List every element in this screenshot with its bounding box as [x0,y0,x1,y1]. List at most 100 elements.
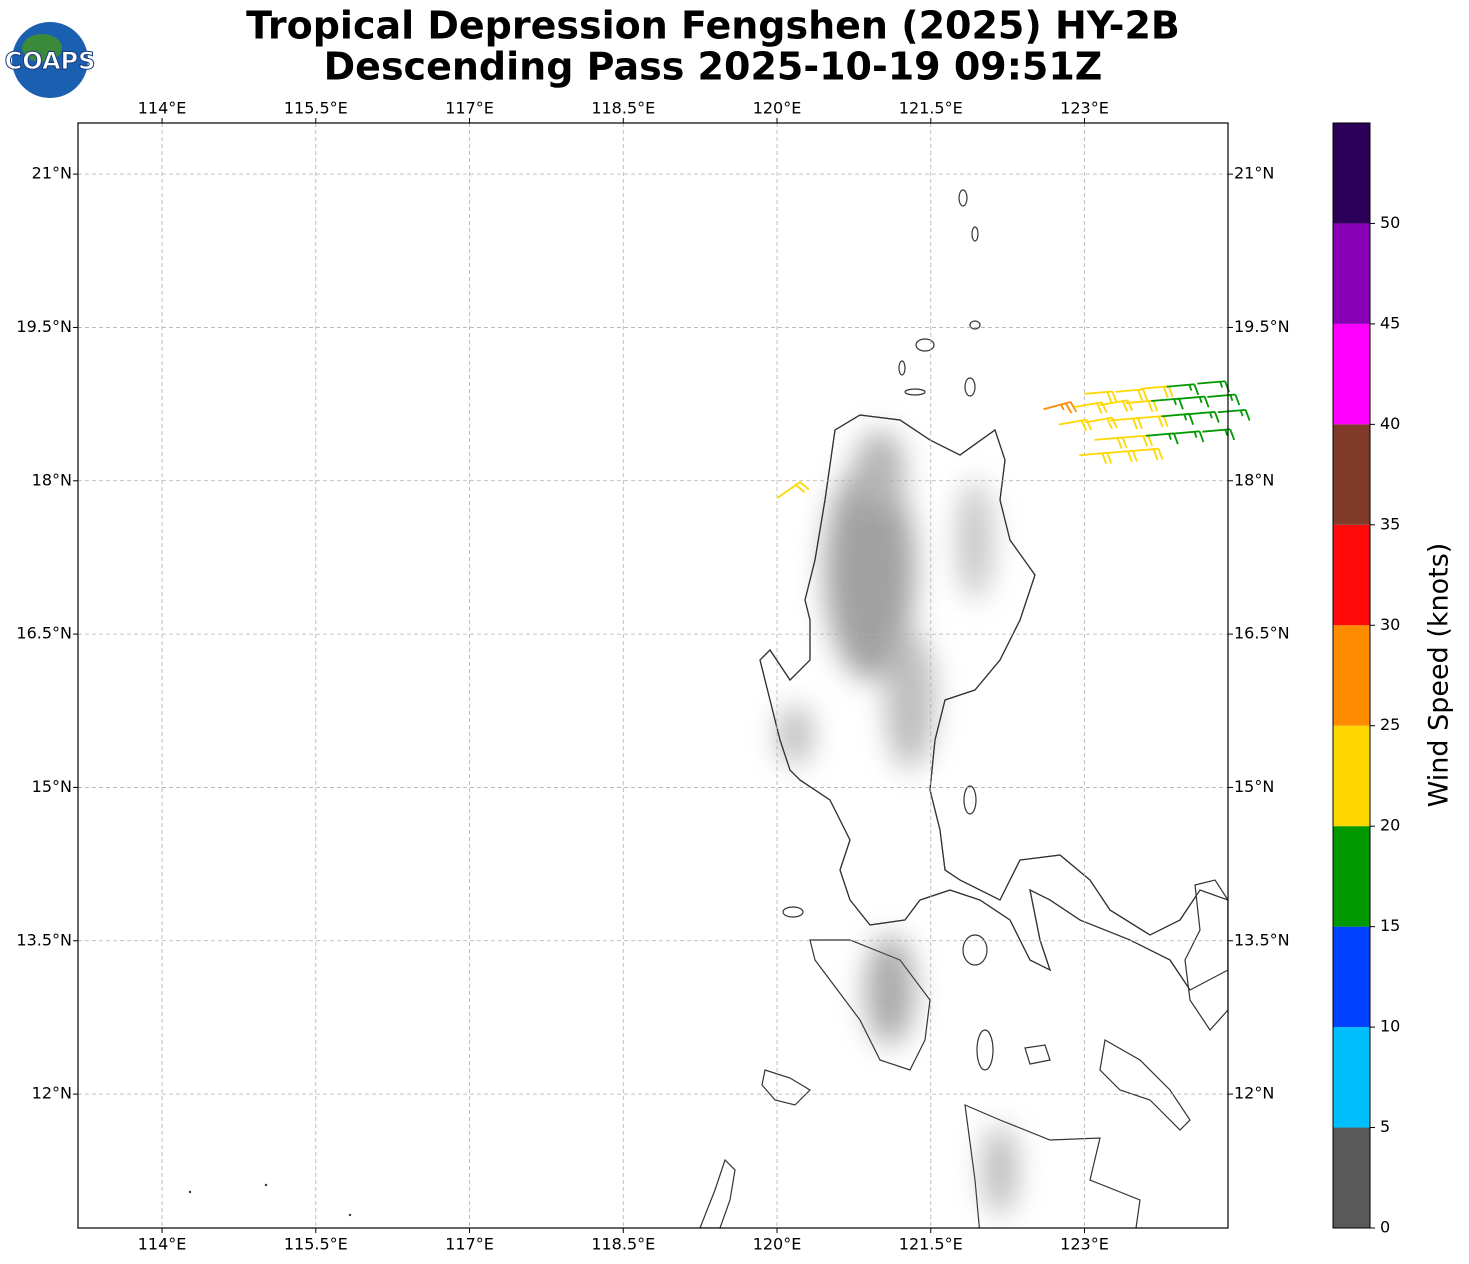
palawan-tip [699,1158,736,1228]
y-tick-label: 13.5°N [16,930,72,949]
marinduque [1024,1044,1051,1065]
y-tick-label: 19.5°N [1234,317,1290,336]
island [976,1029,994,1071]
wind-barb [1151,397,1184,410]
x-tick-label: 117°E [445,99,494,118]
wind-barb [1166,383,1200,396]
island [963,785,977,815]
logo-text: COAPS [5,47,96,75]
islet [348,1213,352,1217]
y-tick-label: 15°N [32,777,72,796]
x-tick-label: 120°E [753,1235,802,1254]
luzon [759,414,1228,991]
x-tick-label: 123°E [1060,1235,1109,1254]
wind-barb [1110,417,1143,430]
colorbar-tick-label: 25 [1380,715,1400,734]
logo: COAPS [4,22,96,98]
x-tick-label: 123°E [1060,99,1109,118]
wind-barb [1104,449,1138,463]
wind-barb [1202,428,1236,441]
colorbar-frame [1332,122,1371,1229]
colorbar-tick-label: 5 [1380,1117,1390,1136]
wind-barb [1120,434,1154,447]
x-tick-label: 120°E [753,99,802,118]
y-tick-label: 12°N [1234,1084,1274,1103]
wind-barb [1094,436,1128,449]
island [962,934,988,966]
x-tick-label: 117°E [445,1235,494,1254]
y-tick-label: 19.5°N [16,317,72,336]
island [969,320,981,330]
island [782,906,804,918]
colorbar-segment [1333,424,1370,525]
wind-barb [1135,415,1169,428]
samar [1184,879,1228,1031]
colorbar-tick-label: 0 [1380,1218,1390,1237]
colorbar-segment [1333,926,1370,1028]
y-tick-label: 16.5°N [1234,624,1290,643]
wind-barb [1161,413,1195,425]
colorbar-segment [1333,323,1370,425]
chart-subtitle: Descending Pass 2025-10-19 09:51Z [324,45,1103,89]
x-tick-label: 118.5°E [591,1235,655,1254]
wind-barb [1140,385,1174,398]
colorbar-tick-label: 50 [1380,213,1400,232]
colorbar-segment [1333,1027,1370,1128]
wind-barb [1197,380,1230,393]
island [898,360,906,376]
colorbar-segment [1333,524,1370,626]
wind-barb [1176,395,1210,408]
y-tick-label: 18°N [1234,470,1274,489]
y-tick-label: 18°N [32,470,72,489]
colorbar-segment [1333,826,1370,927]
islet [188,1190,192,1194]
colorbar-tick-label: 10 [1380,1017,1400,1036]
barbs [776,380,1251,499]
chart-title: Tropical Depression Fengshen (2025) HY-2… [246,4,1180,48]
island [904,388,926,396]
wind-barb [1186,410,1220,423]
colorbar-segment [1333,1127,1370,1228]
x-tick-label: 118.5°E [591,99,655,118]
terrain [777,430,1018,1215]
colorbar-label: Wind Speed (knots) [1424,543,1455,808]
y-tick-label: 21°N [32,164,72,183]
y-tick-label: 15°N [1234,777,1274,796]
colorbar-segment [1333,123,1370,224]
wind-barb [1171,430,1205,443]
island [971,226,979,242]
wind-barb [1217,408,1251,421]
busuanga [761,1069,811,1106]
wind-barb [1079,451,1113,465]
islet [264,1183,268,1187]
luzon-outline [759,414,1228,991]
y-tick-label: 21°N [1234,164,1274,183]
wind-barb [1207,393,1241,406]
map-frame [77,122,1229,1229]
masbate [1099,1039,1191,1131]
colorbar-tick-label: 30 [1380,615,1400,634]
colorbar-segment [1333,625,1370,726]
wind-barb [776,481,810,499]
wind-barb [1130,447,1164,461]
x-tick-label: 115.5°E [284,99,348,118]
x-tick-label: 115.5°E [284,1235,348,1254]
grid [78,123,1228,1228]
island [958,189,968,207]
colorbar-tick-label: 15 [1380,916,1400,935]
colorbar-tick-label: 45 [1380,313,1400,332]
colorbar-tick-label: 40 [1380,414,1400,433]
x-tick-label: 121.5°E [899,1235,963,1254]
x-tick-label: 114°E [138,1235,187,1254]
colorbar-segment [1333,725,1370,827]
x-tick-label: 114°E [138,99,187,118]
wind-barb [1125,399,1159,413]
colorbar-tick-label: 20 [1380,816,1400,835]
x-tick-label: 121.5°E [899,99,963,118]
colorbar-tick-label: 35 [1380,514,1400,533]
logo-land [22,34,62,62]
island [915,338,935,352]
wind-barb [1084,390,1118,403]
land [188,189,1228,1228]
